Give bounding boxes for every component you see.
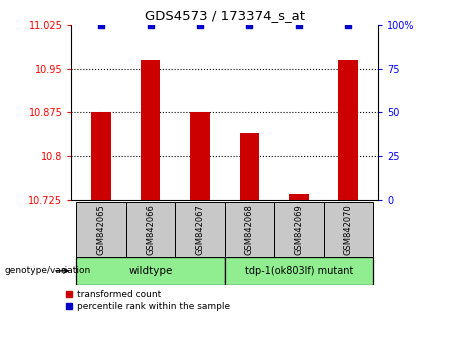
Title: GDS4573 / 173374_s_at: GDS4573 / 173374_s_at <box>145 9 305 22</box>
Legend: transformed count, percentile rank within the sample: transformed count, percentile rank withi… <box>62 287 233 315</box>
Point <box>246 22 253 28</box>
Bar <box>126 202 175 257</box>
Point <box>345 22 352 28</box>
Bar <box>141 60 160 200</box>
Text: genotype/variation: genotype/variation <box>5 266 91 275</box>
Bar <box>338 60 358 200</box>
Bar <box>225 257 373 285</box>
Point <box>147 22 154 28</box>
Point <box>295 22 302 28</box>
Bar <box>77 257 225 285</box>
Text: GSM842065: GSM842065 <box>97 204 106 255</box>
Text: tdp-1(ok803lf) mutant: tdp-1(ok803lf) mutant <box>245 266 353 276</box>
Text: GSM842067: GSM842067 <box>195 204 205 255</box>
Text: GSM842070: GSM842070 <box>344 204 353 255</box>
Bar <box>324 202 373 257</box>
Bar <box>91 113 111 200</box>
Bar <box>77 202 126 257</box>
Bar <box>274 202 324 257</box>
Bar <box>190 113 210 200</box>
Text: wildtype: wildtype <box>128 266 173 276</box>
Text: GSM842068: GSM842068 <box>245 204 254 255</box>
Text: GSM842066: GSM842066 <box>146 204 155 255</box>
Text: GSM842069: GSM842069 <box>295 204 303 255</box>
Point <box>97 22 105 28</box>
Bar <box>240 133 260 200</box>
Bar <box>225 202 274 257</box>
Bar <box>289 194 309 200</box>
Bar <box>175 202 225 257</box>
Point <box>196 22 204 28</box>
